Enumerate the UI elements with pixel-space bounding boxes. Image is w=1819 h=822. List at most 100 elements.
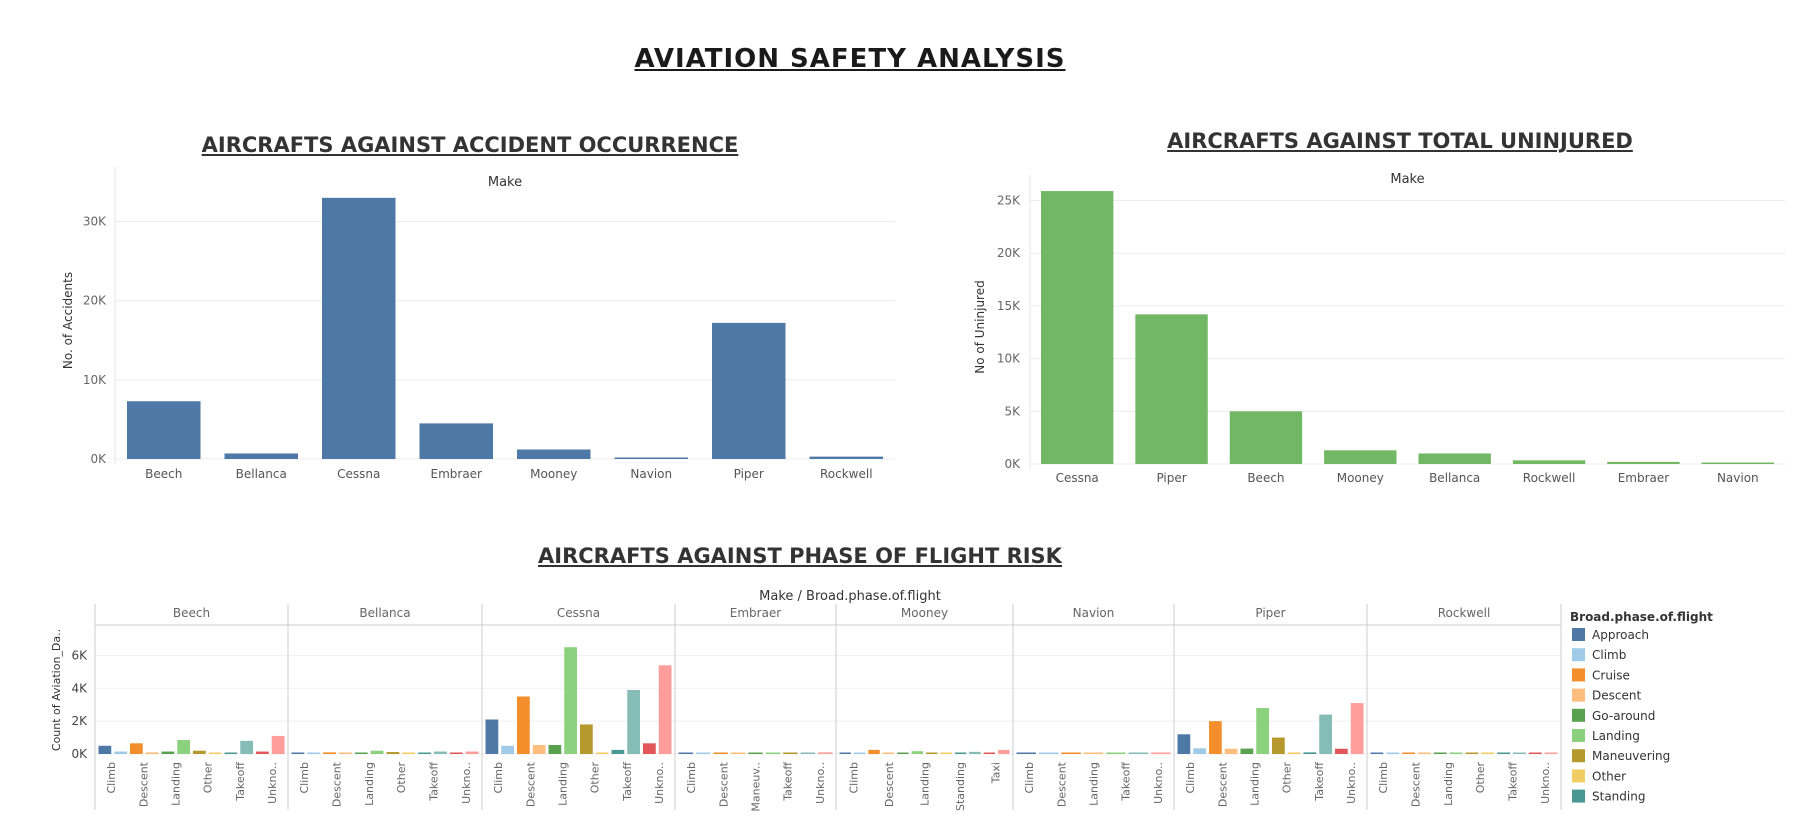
- chart3-bar-mooney-climb: [853, 752, 866, 754]
- chart2-ytick-label: 10K: [997, 352, 1021, 366]
- chart3-bar-cessna-maneuvering: [580, 724, 593, 754]
- chart3-x-label: Unkno..: [1539, 762, 1552, 804]
- chart3-panel-header: Bellanca: [359, 606, 410, 620]
- chart1-ytick-label: 30K: [83, 215, 107, 229]
- chart3-x-label: Unkno..: [1345, 762, 1358, 804]
- chart3-x-label: Unkno..: [266, 762, 279, 804]
- chart3-x-label: Other: [395, 762, 408, 794]
- chart3-bar-navion-landing: [1106, 752, 1126, 754]
- chart3-bar-piper-other: [1287, 752, 1301, 754]
- chart1-bar-cessna: [322, 197, 396, 460]
- chart3-bar-cessna-other: [595, 752, 609, 754]
- chart3-bar-navion-takeoff: [1128, 752, 1149, 754]
- chart1-header-label: Make: [488, 175, 522, 190]
- chart3-bar-embraer-takeoff: [800, 752, 816, 754]
- chart3-x-label: Other: [1281, 762, 1294, 794]
- chart1-x-label: Beech: [145, 467, 182, 481]
- chart3-x-label: Climb: [1377, 762, 1390, 794]
- chart3-bar-piper-cruise: [1209, 721, 1222, 754]
- chart3-x-label: Landing: [919, 762, 932, 806]
- chart3-bar-mooney-taxi: [983, 752, 996, 754]
- chart3-bar-rockwell-go-around: [1433, 752, 1447, 754]
- chart3-bar-rockwell-descent: [1418, 752, 1431, 754]
- chart3-bar-cessna-climb: [501, 745, 514, 754]
- chart3-x-label: Unkno..: [1152, 762, 1165, 804]
- chart3-bar-piper-maneuvering: [1272, 737, 1285, 754]
- chart3-bar-beech-other: [208, 752, 222, 754]
- chart3-x-label: Takeoff: [1120, 762, 1133, 802]
- chart3-x-label: Unkno..: [814, 762, 827, 804]
- chart1-bar-mooney: [517, 449, 591, 459]
- chart3-ytick-label: 2K: [71, 714, 88, 728]
- chart3-bar-mooney-unknown: [998, 749, 1010, 754]
- chart3-bar-rockwell-landing: [1449, 752, 1463, 754]
- chart1-bar-embraer: [419, 423, 493, 459]
- chart1-x-label: Navion: [630, 467, 672, 481]
- chart2-bar-bellanca: [1418, 453, 1491, 464]
- chart3-bar-piper-approach: [1177, 734, 1191, 754]
- chart3-x-label: Descent: [524, 761, 537, 807]
- chart3-title: AIRCRAFTS AGAINST PHASE OF FLIGHT RISK: [538, 544, 1062, 568]
- chart3-x-label: Taxi: [989, 762, 1002, 784]
- chart3-x-label: Landing: [363, 762, 376, 806]
- chart3-panel-header: Navion: [1073, 606, 1115, 620]
- chart3-ytick-label: 6K: [71, 648, 88, 662]
- chart2-ytick-label: 15K: [997, 299, 1021, 313]
- chart3-bar-bellanca-taxi: [449, 752, 463, 754]
- chart3-x-label: Descent: [883, 761, 896, 807]
- chart3-x-label: Takeoff: [621, 762, 634, 802]
- chart3-bar-mooney-cruise: [868, 749, 880, 754]
- chart3-bar-cessna-descent: [532, 744, 546, 754]
- chart3-bar-bellanca-landing: [370, 750, 384, 754]
- chart3-bar-bellanca-climb: [307, 752, 321, 754]
- chart3-bar-mooney-maneuvering: [926, 752, 938, 754]
- chart3-bar-bellanca-other: [402, 752, 416, 754]
- chart2-x-label: Embraer: [1618, 471, 1670, 485]
- chart3-bar-navion-descent: [1083, 752, 1104, 754]
- chart3-legend-title: Broad.phase.of.flight: [1570, 610, 1713, 624]
- chart3-bar-piper-unknown: [1350, 703, 1364, 754]
- chart3-bar-mooney-landing: [911, 751, 923, 754]
- chart2-bar-beech: [1229, 411, 1303, 464]
- chart3-bar-embraer-unknown: [818, 752, 833, 754]
- chart3-x-label: Other: [1474, 762, 1487, 794]
- legend-swatch-other: [1572, 769, 1585, 783]
- chart2-x-label: Piper: [1156, 471, 1186, 485]
- chart3-x-label: Landing: [1088, 762, 1101, 806]
- chart3-bar-piper-climb: [1193, 748, 1206, 754]
- chart3-x-label: Descent: [137, 761, 150, 807]
- chart3-x-label: Descent: [1216, 761, 1229, 807]
- chart3-panel-header: Rockwell: [1438, 606, 1491, 620]
- chart3-x-label: Descent: [331, 761, 344, 807]
- chart2-x-label: Navion: [1717, 471, 1759, 485]
- chart1-bar-bellanca: [224, 453, 298, 459]
- chart3-bar-cessna-landing: [564, 647, 577, 754]
- chart3-panel-header: Mooney: [901, 606, 948, 620]
- chart3-bar-rockwell-maneuvering: [1465, 752, 1479, 754]
- chart3-bar-bellanca-approach: [291, 752, 305, 754]
- chart2-x-label: Mooney: [1337, 471, 1384, 485]
- chart3-x-label: Landing: [169, 762, 182, 806]
- chart3-bar-piper-landing: [1256, 708, 1269, 754]
- dashboard-title: AVIATION SAFETY ANALYSIS: [634, 44, 1066, 74]
- chart1-bar-piper: [712, 322, 786, 459]
- chart3-bar-rockwell-climb: [1386, 752, 1400, 754]
- chart3-bar-rockwell-takeoff: [1513, 752, 1526, 754]
- chart3-x-label: Descent: [1410, 761, 1423, 807]
- chart2-bar-embraer: [1607, 461, 1680, 464]
- chart3-bar-navion-unknown: [1151, 752, 1171, 754]
- chart1-x-label: Rockwell: [820, 467, 873, 481]
- legend-swatch-approach: [1572, 628, 1585, 641]
- chart3-x-label: Standing: [954, 762, 967, 811]
- chart3-panel-header: Beech: [173, 606, 210, 620]
- chart3-bar-embraer-maneuvering: [783, 752, 798, 754]
- chart3-panel-header: Embraer: [730, 606, 782, 620]
- chart3-x-label: Unkno..: [653, 762, 666, 804]
- chart3-bar-beech-unknown: [271, 735, 285, 754]
- chart3-bar-beech-takeoff: [240, 740, 253, 754]
- chart3-bar-rockwell-other: [1481, 752, 1495, 754]
- chart3-bar-cessna-standing: [611, 749, 625, 754]
- chart2-y-axis-label: No of Uninjured: [973, 280, 987, 373]
- chart3-bar-piper-takeoff: [1319, 714, 1332, 754]
